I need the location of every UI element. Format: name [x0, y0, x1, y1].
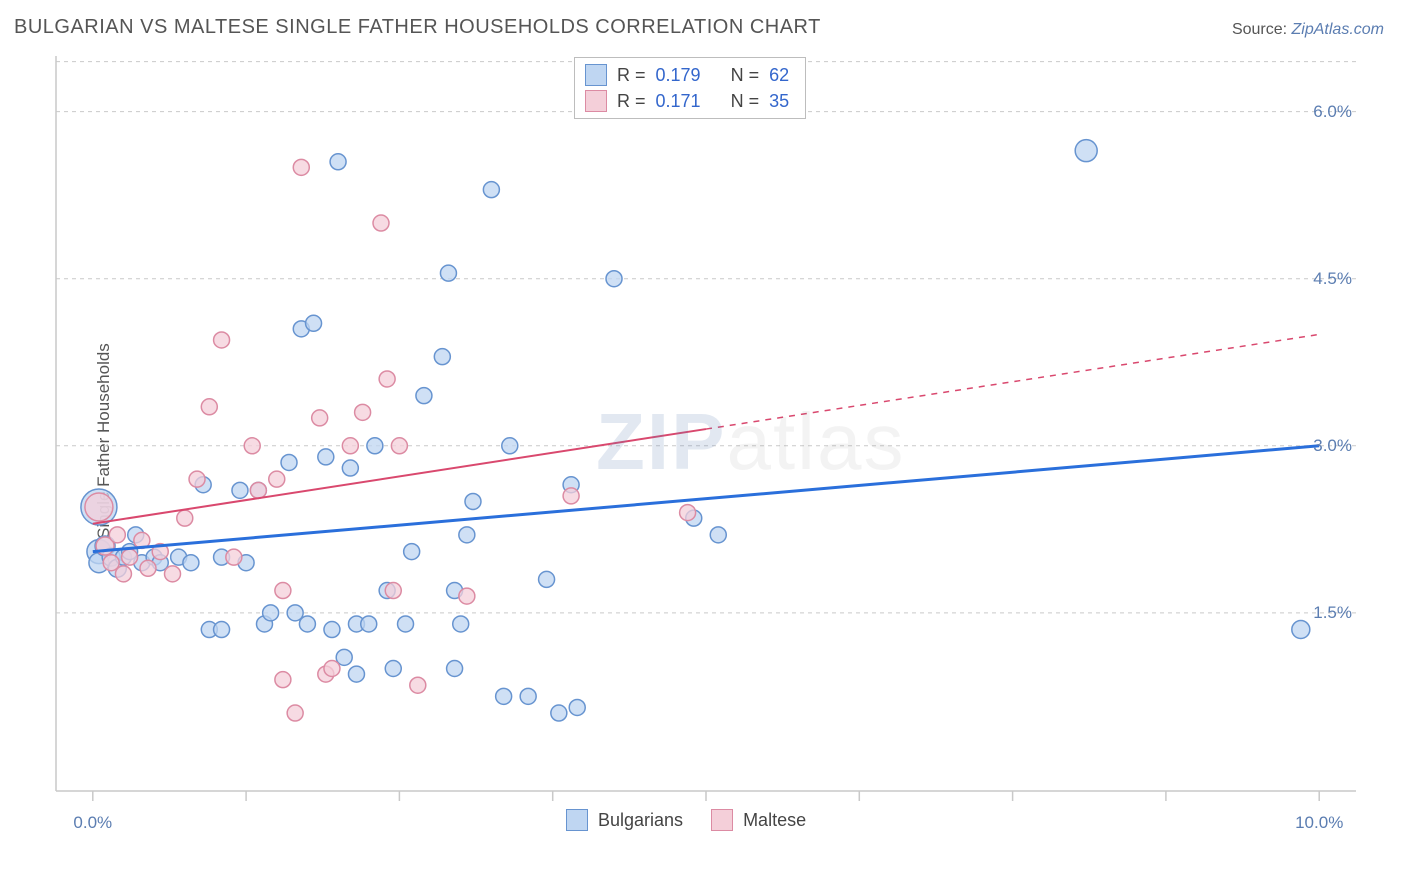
r-value: 0.179 [656, 62, 701, 88]
n-value: 62 [769, 62, 789, 88]
legend-label: Maltese [743, 810, 806, 831]
legend-label: Bulgarians [598, 810, 683, 831]
legend-swatch [585, 90, 607, 112]
y-tick-label: 4.5% [1313, 269, 1352, 289]
y-tick-label: 3.0% [1313, 436, 1352, 456]
chart-title: BULGARIAN VS MALTESE SINGLE FATHER HOUSE… [14, 16, 821, 39]
x-tick-label: 0.0% [73, 813, 112, 833]
r-value: 0.171 [656, 88, 701, 114]
y-tick-label: 6.0% [1313, 102, 1352, 122]
r-label: R = [617, 88, 646, 114]
source-label: Source: ZipAtlas.com [1232, 21, 1384, 39]
scatter-chart [46, 51, 1386, 831]
source-site: ZipAtlas.com [1292, 21, 1384, 38]
y-tick-label: 1.5% [1313, 603, 1352, 623]
r-label: R = [617, 62, 646, 88]
legend-item: Bulgarians [566, 809, 683, 831]
stats-row: R = 0.179 N = 62 [585, 62, 789, 88]
legend-swatch [711, 809, 733, 831]
x-tick-label: 10.0% [1295, 813, 1343, 833]
source-prefix: Source: [1232, 21, 1292, 38]
stats-legend-box: R = 0.179 N = 62 R = 0.171 N = 35 [574, 57, 806, 119]
chart-area: Single Father Households ZIPatlas R =0.1… [46, 51, 1386, 831]
legend-item: Maltese [711, 809, 806, 831]
series-legend: Bulgarians Maltese [566, 809, 806, 831]
legend-swatch [585, 64, 607, 86]
header: BULGARIAN VS MALTESE SINGLE FATHER HOUSE… [0, 0, 1406, 43]
n-value: 35 [769, 88, 789, 114]
n-label: N = [731, 88, 760, 114]
stats-row: R = 0.171 N = 35 [585, 88, 789, 114]
legend-swatch [566, 809, 588, 831]
n-label: N = [731, 62, 760, 88]
